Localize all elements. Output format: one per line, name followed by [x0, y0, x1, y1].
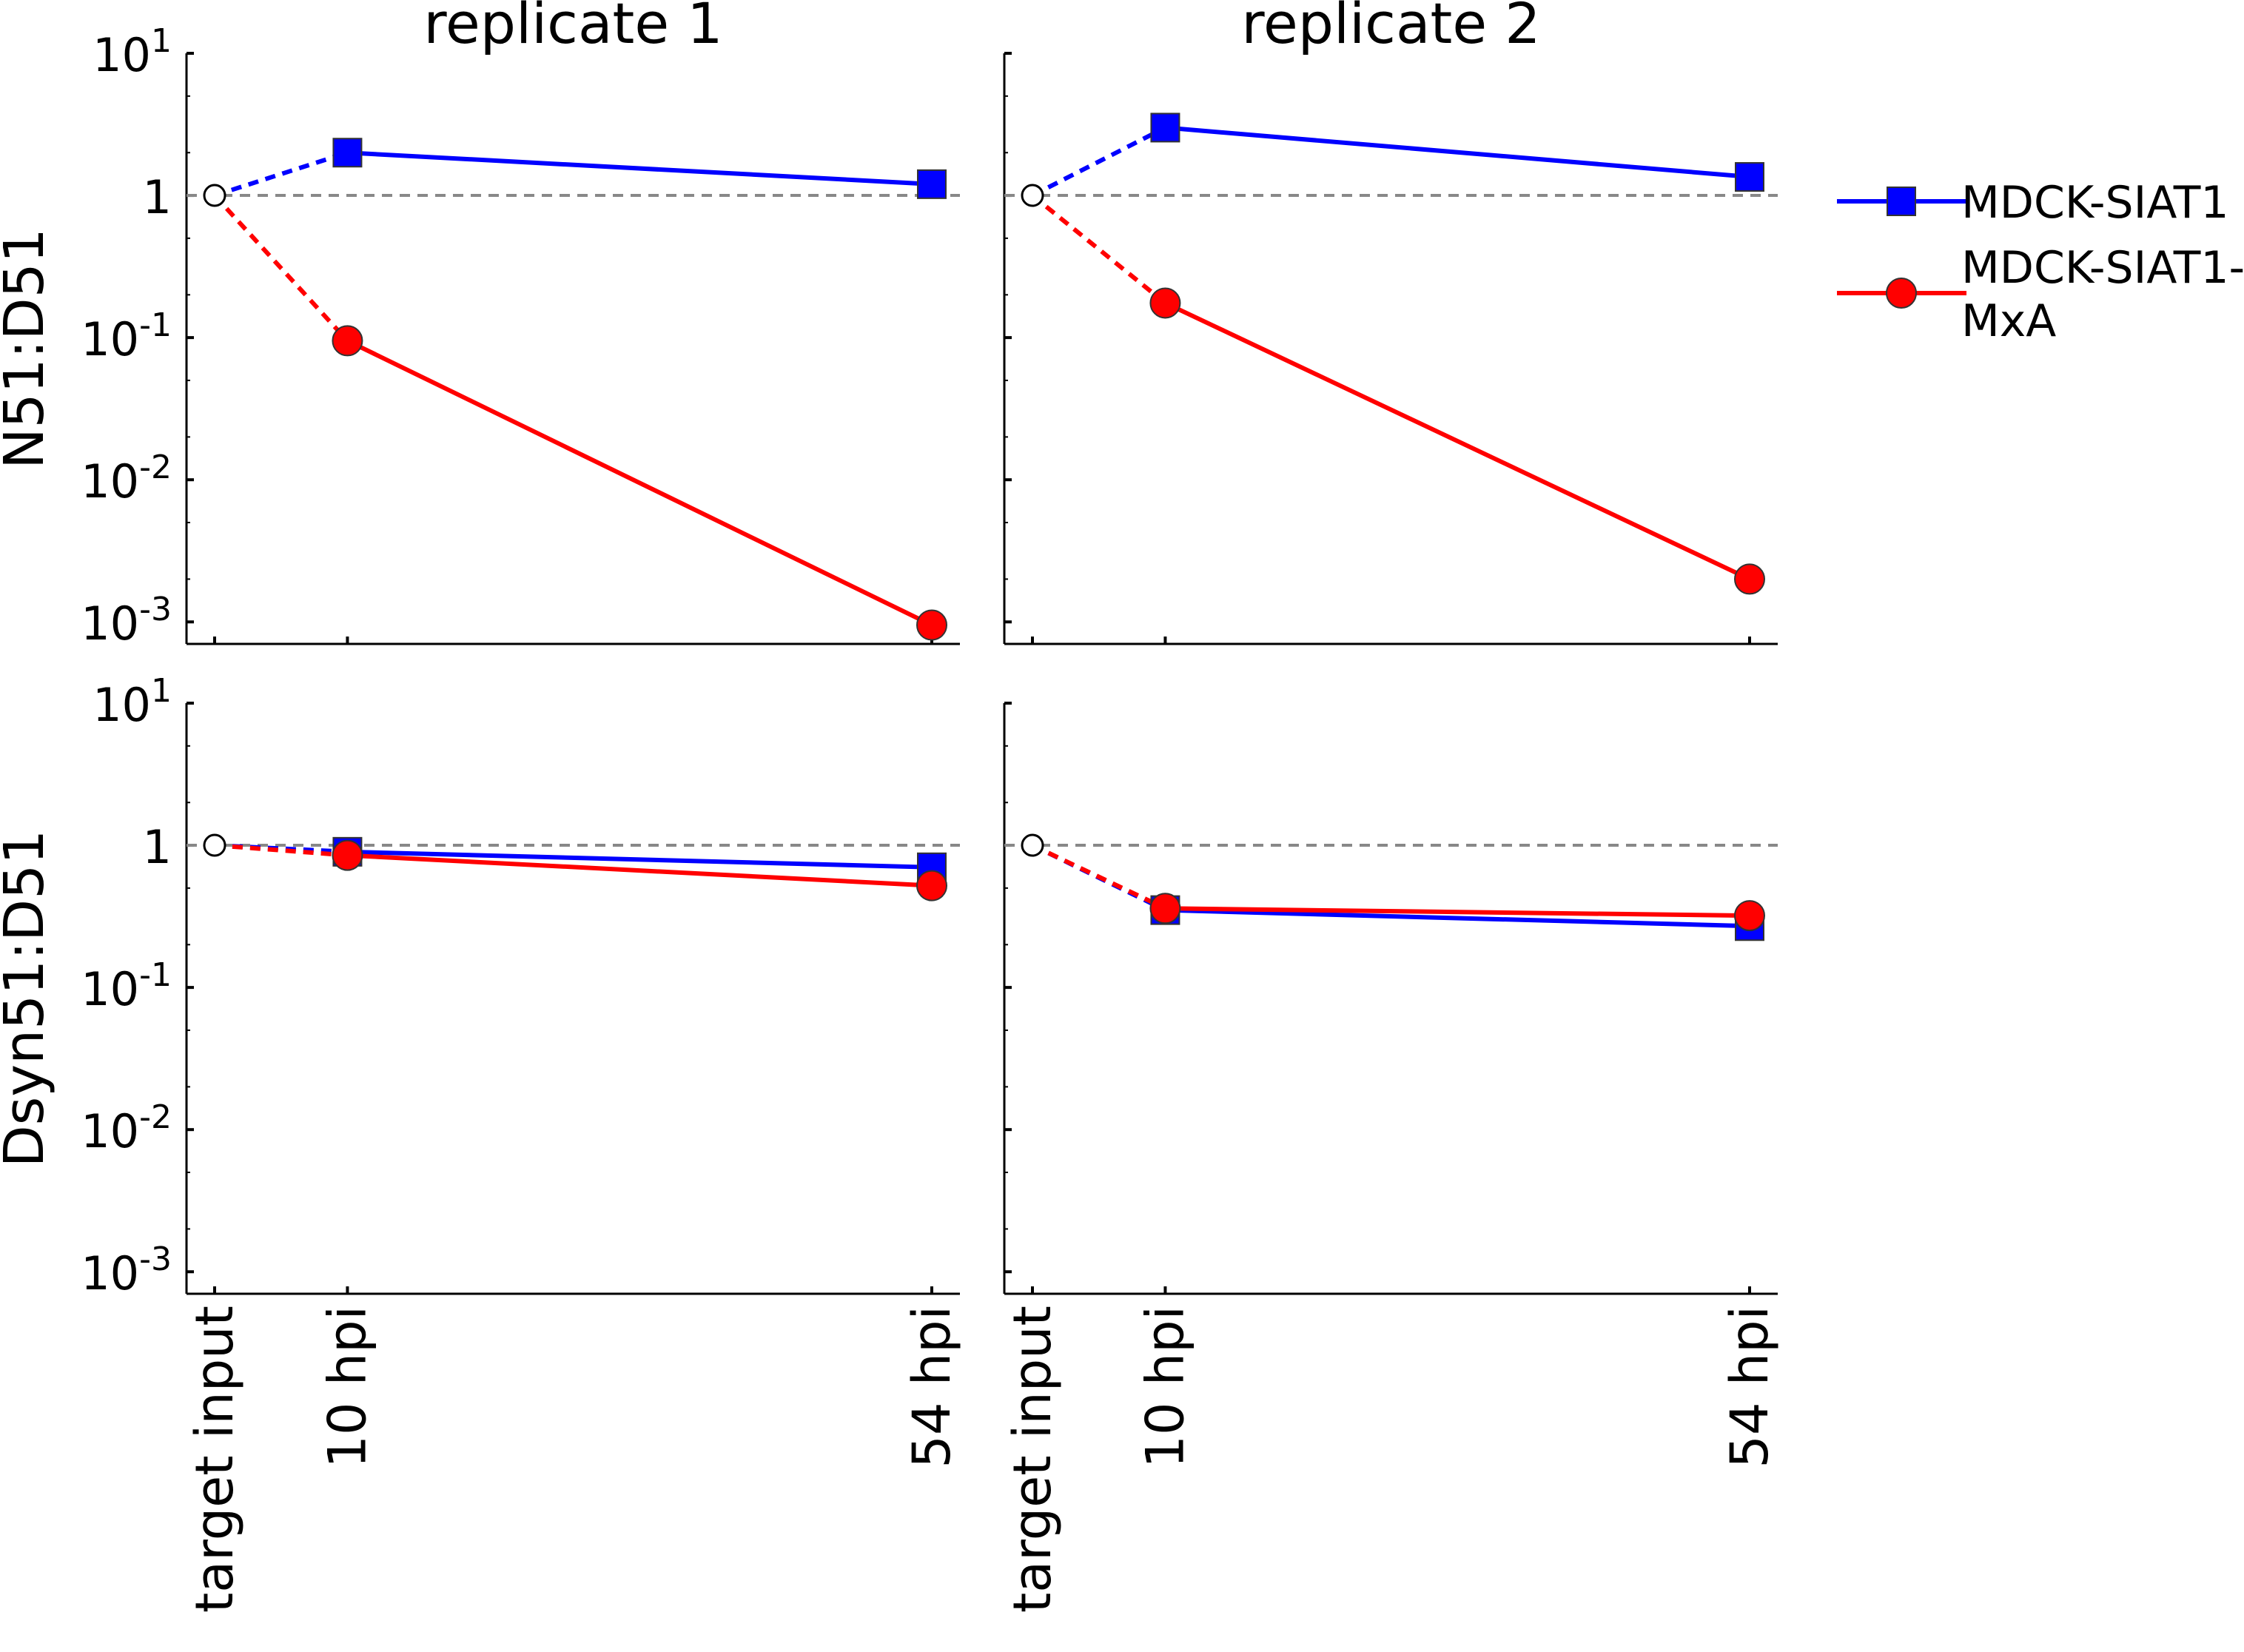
y-tick-label: 1 [143, 170, 172, 224]
mdck-siat1-mxa-line [1164, 300, 1751, 582]
mdck-siat1-mxa-dashed-segment [212, 194, 349, 343]
mdck-siat1-point [1150, 113, 1180, 143]
y-tick-label: 10-3 [81, 591, 172, 651]
mdck-siat1-mxa-point [332, 839, 363, 871]
x-tick-label: 10 hpi [1135, 1306, 1195, 1468]
y-tick-label: 10-1 [81, 956, 172, 1016]
legend: MDCK-SIAT1 MDCK-SIAT1-MxA [1837, 177, 2244, 347]
legend-marker-square [1887, 187, 1916, 216]
mdck-siat1-mxa-line [347, 853, 933, 888]
mdck-siat1-mxa-point [916, 870, 947, 901]
mdck-siat1-mxa-point [1734, 563, 1765, 595]
mdck-siat1-line [1165, 125, 1750, 180]
row-ylabel: N51:D51 [0, 228, 56, 469]
start-point [1021, 833, 1044, 857]
legend-label: MDCK-SIAT1 [1961, 177, 2229, 229]
row-ylabel: Dsyn51:D51 [0, 830, 56, 1167]
mdck-siat1-line [347, 849, 933, 870]
x-tick-label: target input [184, 1306, 245, 1613]
subplot-2-1: 10-3 10-2 10-1 1 101 target input 10 hpi 54 hpi… [0, 672, 962, 1613]
y-tick-label: 101 [93, 22, 172, 82]
legend-label: MDCK-SIAT1- [1961, 242, 2244, 294]
legend-label: MxA [1961, 295, 2056, 347]
y-tick-label: 10-2 [81, 449, 172, 508]
mdck-siat1-dashed-segment [1031, 125, 1166, 198]
y-tick-label: 10-2 [81, 1098, 172, 1158]
y-tick-label: 101 [93, 672, 172, 732]
mdck-siat1-mxa-dashed-segment [1031, 193, 1167, 305]
x-tick-label: 10 hpi [317, 1306, 377, 1468]
mdck-siat1-mxa-point [916, 609, 947, 641]
y-tick-label: 10-3 [81, 1240, 172, 1300]
subplot-1-1: 10-3 10-2 10-1 1 101 replicate 1 N51:D51 [0, 0, 960, 651]
mdck-siat1-mxa-point [332, 325, 363, 357]
mdck-siat1-mxa-point [1149, 893, 1181, 924]
mdck-siat1-mxa-point [1149, 287, 1181, 319]
mdck-siat1-mxa-point [1734, 900, 1765, 932]
mdck-siat1-point [332, 138, 363, 168]
start-point [203, 833, 226, 857]
mdck-siat1-point [917, 169, 947, 199]
mdck-siat1-mxa-line [1165, 906, 1750, 919]
mdck-siat1-mxa-dashed-segment [214, 843, 348, 858]
mdck-siat1-line [1165, 907, 1750, 929]
mdck-siat1-dashed-segment [214, 150, 349, 198]
mdck-siat1-mxa-dashed-segment [1031, 843, 1166, 910]
column-title: replicate 2 [1241, 0, 1540, 56]
mdck-siat1-line [347, 150, 933, 187]
y-tick-label: 10-1 [81, 306, 172, 366]
mdck-siat1-point [1735, 162, 1764, 192]
mdck-siat1-mxa-line [346, 338, 933, 628]
column-title: replicate 1 [423, 0, 722, 56]
start-point [1021, 184, 1044, 207]
x-tick-label: target input [1002, 1306, 1063, 1613]
x-tick-label: 54 hpi [1719, 1306, 1780, 1468]
subplot-2-2: target input 10 hpi 54 hpi [1002, 702, 1780, 1613]
start-point [203, 184, 226, 207]
subplot-1-2: replicate 2 [1003, 0, 1778, 645]
legend-marker-circle [1886, 278, 1917, 309]
x-tick-label: 54 hpi [901, 1306, 962, 1468]
y-tick-label: 1 [143, 820, 172, 874]
